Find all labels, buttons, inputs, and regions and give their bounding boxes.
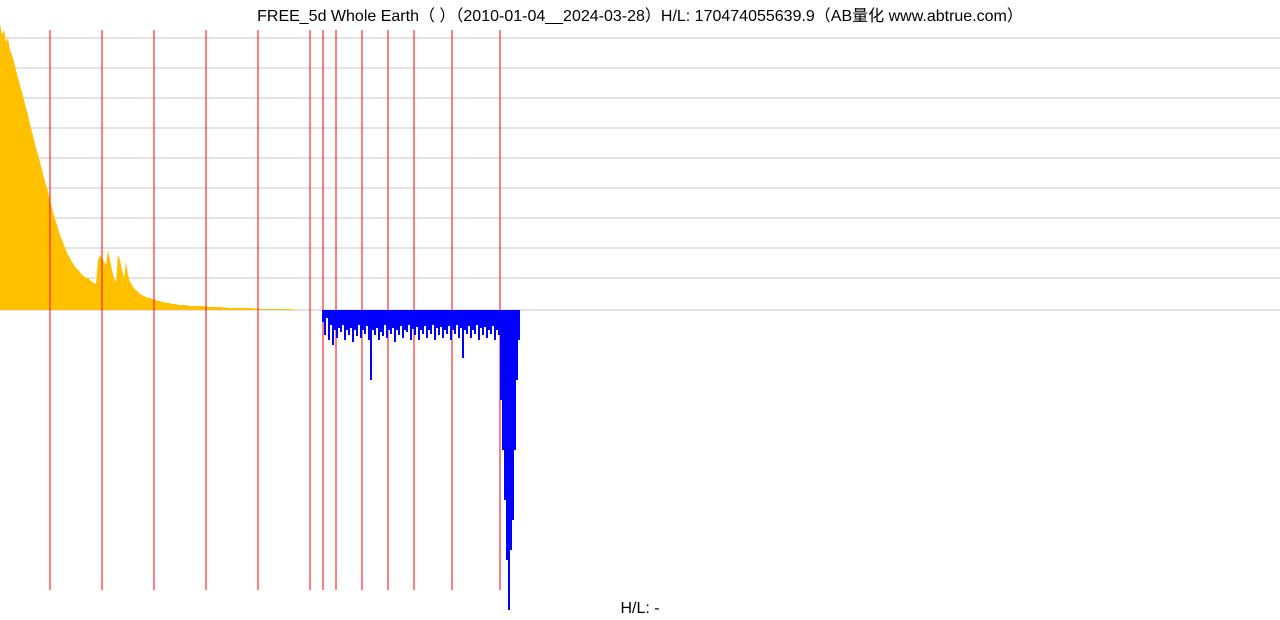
chart-container: FREE_5d Whole Earth（ ）（2010-01-04__2024-…: [0, 0, 1280, 620]
chart-footer: H/L: -: [0, 600, 1280, 620]
chart-svg: [0, 0, 1280, 620]
